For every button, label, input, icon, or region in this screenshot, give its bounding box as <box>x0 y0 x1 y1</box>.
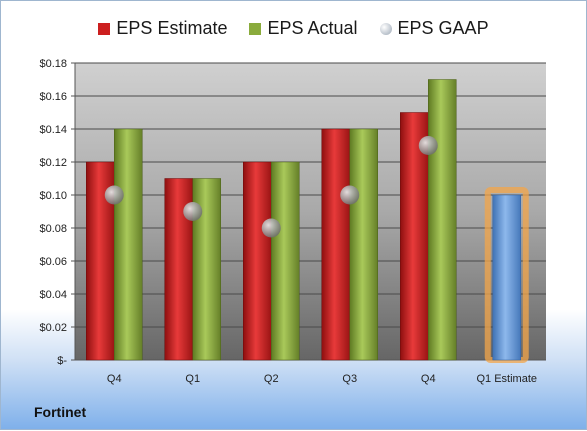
company-name: Fortinet <box>34 404 87 420</box>
y-tick-label: $0.06 <box>39 256 67 268</box>
y-tick-label: $- <box>57 355 67 367</box>
legend: EPS Estimate EPS Actual EPS GAAP <box>1 18 586 39</box>
dot-eps-gaap <box>183 202 203 221</box>
bar-eps-estimate <box>321 128 350 361</box>
x-tick-label: Q2 <box>264 373 279 385</box>
bar-eps-actual <box>271 161 300 361</box>
y-tick-label: $0.12 <box>39 157 67 169</box>
legend-item-gaap: EPS GAAP <box>379 18 489 39</box>
dot-eps-gaap <box>340 185 360 205</box>
dot-eps-gaap <box>418 136 438 155</box>
legend-item-actual: EPS Actual <box>249 18 358 39</box>
bar-eps-actual <box>349 128 378 361</box>
y-tick-label: $0.18 <box>39 58 67 70</box>
x-tick-label: Q3 <box>342 373 357 385</box>
plot-area <box>75 63 546 360</box>
bar-eps-actual <box>114 128 143 361</box>
legend-item-estimate: EPS Estimate <box>98 18 227 39</box>
y-tick-label: $0.04 <box>39 289 67 301</box>
dot-eps-gaap <box>261 218 281 238</box>
y-tick-label: $0.16 <box>39 91 67 103</box>
legend-swatch-actual <box>249 22 262 35</box>
x-tick-label: Q4 <box>421 373 436 385</box>
x-tick-label: Q1 <box>185 373 200 385</box>
legend-label-estimate: EPS Estimate <box>116 18 228 38</box>
y-tick-label: $0.02 <box>39 322 67 334</box>
x-tick-label: Q4 <box>107 373 122 385</box>
legend-swatch-gaap <box>379 22 392 35</box>
y-tick-label: $0.14 <box>39 124 67 136</box>
legend-label-gaap: EPS GAAP <box>397 18 489 38</box>
bar-q1-estimate <box>492 194 521 361</box>
x-tick-label: Q1 Estimate <box>476 373 537 385</box>
legend-label-actual: EPS Actual <box>267 18 358 38</box>
bar-eps-estimate <box>243 161 272 361</box>
legend-swatch-estimate <box>98 22 111 35</box>
y-tick-label: $0.10 <box>39 190 67 202</box>
y-tick-label: $0.08 <box>39 223 67 235</box>
dot-eps-gaap <box>104 185 124 205</box>
bar-eps-actual <box>428 79 457 361</box>
